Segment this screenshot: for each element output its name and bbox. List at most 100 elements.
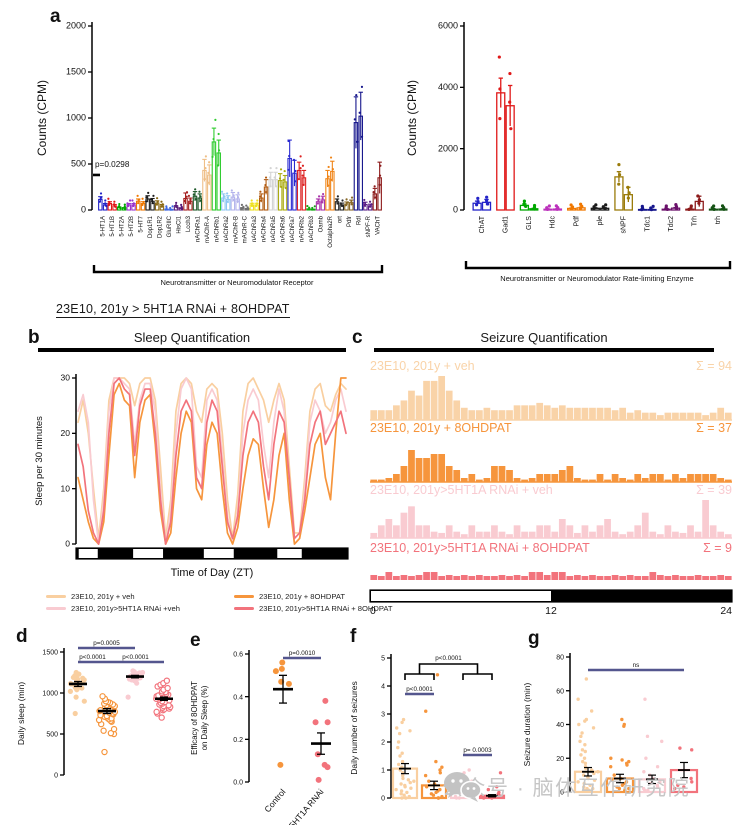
sleep-section-title: Sleep Quantification (133, 330, 251, 345)
svg-text:2: 2 (381, 740, 385, 747)
svg-text:mAChR-A: mAChR-A (205, 216, 211, 243)
svg-text:p=0.0298: p=0.0298 (95, 160, 130, 169)
svg-text:0: 0 (370, 605, 376, 617)
svg-text:nAChRb3: nAChRb3 (309, 215, 315, 242)
svg-text:Tdc2: Tdc2 (668, 216, 675, 232)
seizure-duration-chart: 0 20 40 60 80 Seizure duration (min) ns (522, 653, 699, 797)
svg-text:1000: 1000 (42, 691, 58, 698)
svg-text:nAChRb2: nAChRb2 (300, 215, 306, 242)
legend-label: 23E10, 201y + 8OHDPAT (259, 592, 346, 601)
legend-label: 23E10, 201y>5HT1A RNAi +veh (71, 604, 180, 613)
svg-text:80: 80 (556, 655, 564, 662)
svg-text:nAChRa5: nAChRa5 (271, 215, 277, 242)
svg-text:Rdl: Rdl (356, 216, 362, 225)
svg-text:trh: trh (715, 216, 722, 224)
svg-text:Counts (CPM): Counts (CPM) (405, 80, 419, 156)
svg-text:GluRIIC: GluRIIC (167, 215, 173, 237)
panel-g-label: g (528, 628, 540, 649)
svg-text:5-HT7: 5-HT7 (139, 215, 145, 232)
svg-text:Control: Control (262, 787, 287, 815)
svg-text:0: 0 (453, 205, 458, 215)
svg-text:Daily sleep (min): Daily sleep (min) (16, 682, 26, 745)
svg-text:23E10, 201y + veh: 23E10, 201y + veh (370, 359, 475, 373)
svg-text:nAChRa1: nAChRa1 (195, 215, 201, 242)
svg-text:5-HT1A: 5-HT1A (101, 216, 107, 237)
svg-text:mAChR-B: mAChR-B (233, 216, 239, 243)
svg-text:GLS: GLS (526, 216, 533, 230)
legend-item: 23E10, 201y + veh (46, 592, 234, 601)
svg-text:ChAT: ChAT (479, 215, 486, 233)
receptor-bar-chart: 0 500 1000 1500 2000 Counts (CPM) 5-HT1A 5-HT1B… (35, 21, 384, 287)
svg-text:5-HT2B: 5-HT2B (129, 216, 135, 237)
svg-text:Pdf: Pdf (573, 216, 580, 227)
svg-text:Pdfr: Pdfr (347, 216, 353, 227)
svg-text:0.6: 0.6 (233, 652, 243, 659)
panel-e-label: e (190, 630, 201, 651)
sleep-line-chart: 0 10 20 30 Sleep per 30 minutes Time of Day (… (34, 373, 349, 579)
seizure-histograms: 23E10, 201y + veh Σ = 94 23E10, 201y + 8OH… (369, 359, 733, 617)
svg-text:5-HT1B: 5-HT1B (110, 216, 116, 237)
svg-text:mAChR-C: mAChR-C (243, 215, 249, 243)
svg-text:3: 3 (381, 712, 385, 719)
legend-item: 23E10, 201y>5HT1A RNAi + 8OHDPAT (234, 604, 393, 613)
svg-text:sNPF-R: sNPF-R (366, 215, 372, 237)
svg-text:nAChRa4: nAChRa4 (262, 215, 268, 242)
svg-text:Σ = 94: Σ = 94 (696, 359, 732, 373)
legend-item: 23E10, 201y>5HT1A RNAi +veh (46, 604, 234, 613)
watermark: 公众号 · 脑体互作研究院 (442, 772, 690, 802)
legend-swatch (46, 607, 66, 610)
efficacy-scatter: 0.0 0.2 0.4 0.6 Efficacy of 8OHDPAT on Daily … (190, 650, 331, 825)
svg-text:0.4: 0.4 (233, 694, 243, 701)
svg-text:Dop1R1: Dop1R1 (148, 215, 154, 238)
svg-text:6000: 6000 (438, 21, 458, 31)
svg-text:24: 24 (720, 605, 732, 617)
sleep-legend: 23E10, 201y + veh 23E10, 201y + 8OHDPAT … (46, 592, 393, 613)
svg-text:5: 5 (381, 656, 385, 663)
svg-text:0: 0 (54, 773, 58, 780)
svg-text:10: 10 (61, 483, 71, 493)
svg-text:40: 40 (556, 722, 564, 729)
svg-text:23E10, 201y>5HT1A RNAi + 8OHDP: 23E10, 201y>5HT1A RNAi + 8OHDPAT (370, 541, 590, 555)
seizure-section-header: Seizure Quantification (374, 330, 714, 352)
svg-text:5HT1A RNAi: 5HT1A RNAi (287, 787, 326, 825)
svg-text:12: 12 (545, 605, 557, 617)
svg-text:p<0.0001: p<0.0001 (79, 654, 106, 661)
svg-text:5-HT2A: 5-HT2A (120, 216, 126, 237)
svg-text:4000: 4000 (438, 82, 458, 92)
svg-text:Tdc1: Tdc1 (644, 216, 651, 232)
seizure-section-title: Seizure Quantification (480, 330, 608, 345)
svg-text:Oamb: Oamb (318, 215, 324, 232)
svg-text:23E10, 201y + 8OHDPAT: 23E10, 201y + 8OHDPAT (370, 421, 512, 435)
svg-text:4: 4 (381, 684, 385, 691)
svg-text:Octalpha2R: Octalpha2R (328, 215, 334, 247)
svg-text:p=0.0010: p=0.0010 (289, 650, 316, 657)
svg-text:Neurotransmitter or Neuromodul: Neurotransmitter or Neuromodulator Recep… (161, 278, 314, 287)
svg-text:0.2: 0.2 (233, 737, 243, 744)
svg-text:Trh: Trh (692, 216, 699, 226)
svg-text:60: 60 (556, 688, 564, 695)
watermark-text: 公众号 · 脑体互作研究院 (442, 777, 691, 800)
svg-text:Daily number of seizures: Daily number of seizures (349, 681, 359, 775)
svg-text:0: 0 (65, 539, 70, 549)
svg-text:Σ = 39: Σ = 39 (696, 483, 732, 497)
svg-text:ns: ns (633, 662, 640, 669)
svg-text:sNPF: sNPF (621, 216, 628, 234)
panel-a-label: a (50, 6, 61, 27)
svg-text:Gad1: Gad1 (502, 216, 509, 233)
svg-text:23E10, 201y>5HT1A RNAi + veh: 23E10, 201y>5HT1A RNAi + veh (370, 483, 553, 497)
legend-item: 23E10, 201y + 8OHDPAT (234, 592, 393, 601)
svg-text:1000: 1000 (66, 113, 86, 123)
svg-text:20: 20 (556, 756, 564, 763)
enzyme-bar-chart: 0 2000 4000 6000 Counts (CPM) ChAT Gad1 GLS Hdc P… (405, 21, 732, 283)
svg-text:0: 0 (560, 790, 564, 797)
svg-text:Neurotransmitter or Neuromodul: Neurotransmitter or Neuromodulator Rate-… (500, 274, 693, 283)
svg-text:Efficacy of 8OHDPAT: Efficacy of 8OHDPAT (190, 681, 199, 755)
svg-text:nAChRa2: nAChRa2 (224, 215, 230, 242)
svg-text:p<0.0001: p<0.0001 (122, 654, 149, 661)
svg-text:2000: 2000 (438, 143, 458, 153)
panel-f-label: f (350, 626, 357, 647)
seizure-count-chart: 0 1 2 3 4 5 Daily number of seizures p<0.0001 p=… (349, 654, 506, 803)
svg-text:on Daily Sleep (%): on Daily Sleep (%) (200, 685, 209, 750)
legend-swatch (234, 607, 254, 610)
